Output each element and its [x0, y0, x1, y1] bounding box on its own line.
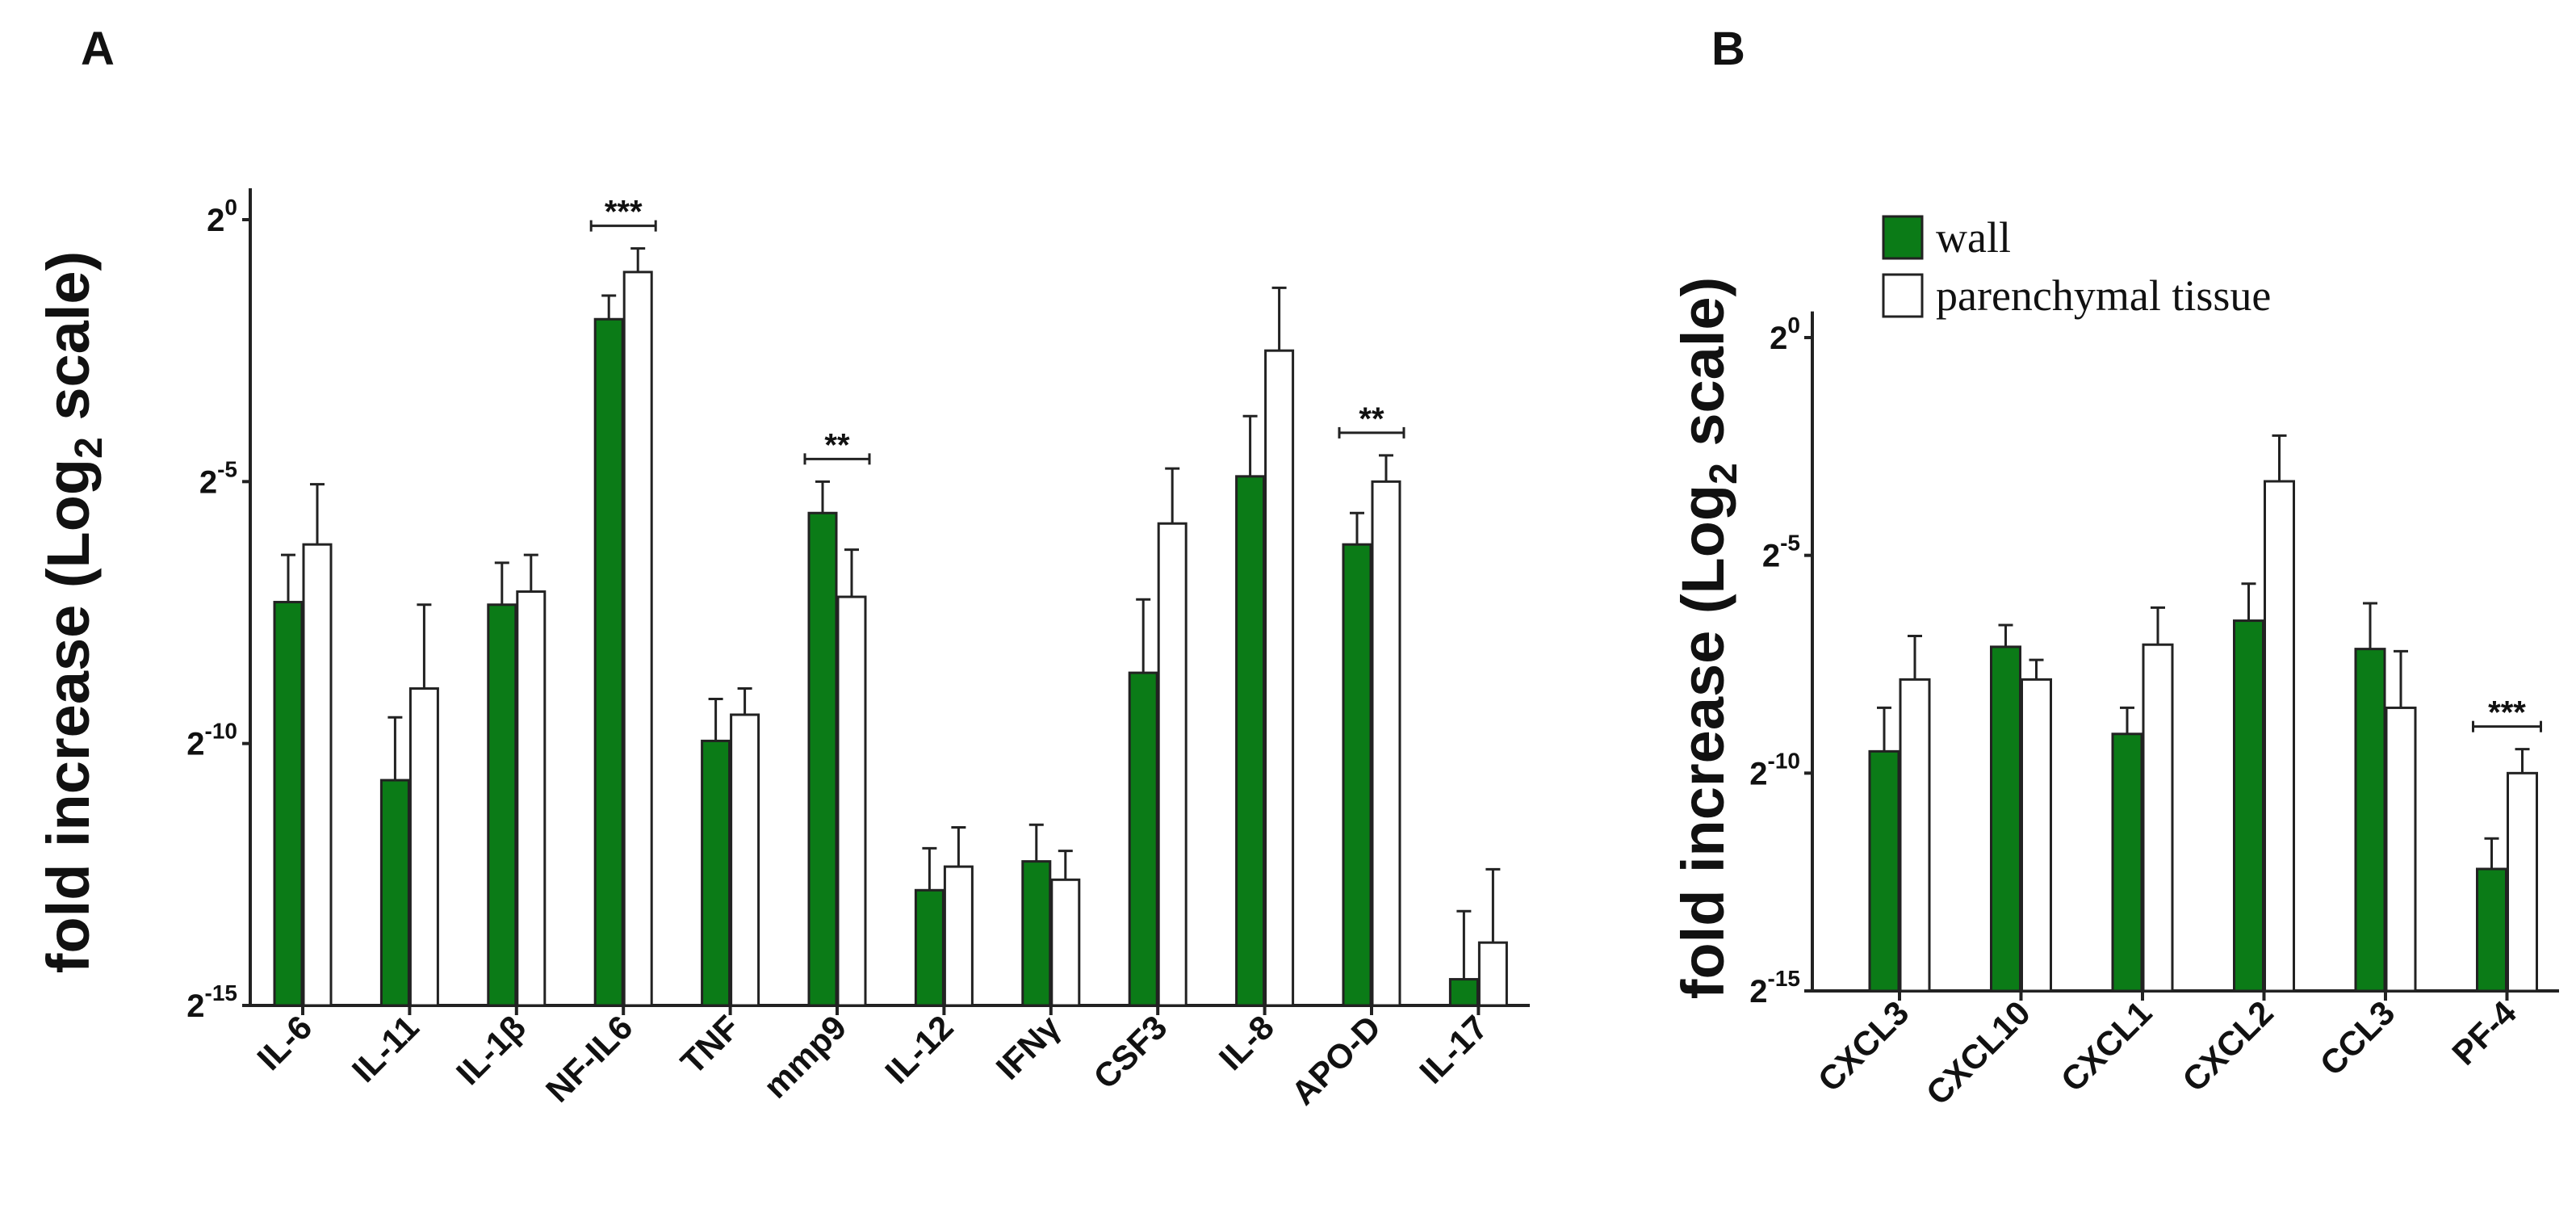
bar-wall [2354, 648, 2386, 993]
legend-swatch-wall [1882, 215, 1924, 260]
significance-label: ** [824, 427, 850, 463]
bar-parenchymal [1371, 480, 1401, 1007]
y-tick-label: 2-5 [199, 456, 237, 500]
significance-label: *** [605, 195, 643, 230]
panel-label-a: A [81, 23, 115, 75]
bar-parenchymal [622, 271, 653, 1007]
bar-wall [273, 601, 304, 1007]
legend-label-parenchymal: parenchymal tissue [1936, 271, 2271, 320]
x-tick-label: PF-4 [2444, 993, 2524, 1072]
x-tick-label: CCL3 [2313, 993, 2402, 1083]
x-tick-label: CXCL10 [1919, 993, 2038, 1112]
panel-label-b: B [1711, 23, 1745, 75]
y-tick-label: 2-10 [186, 719, 237, 762]
x-tick-label: IL-1β [449, 1008, 533, 1092]
bar-wall [593, 317, 624, 1007]
bar-parenchymal [1899, 678, 1931, 993]
bar-wall [487, 603, 517, 1007]
x-tick-label: NF-IL6 [538, 1008, 640, 1110]
x-tick-label: IL-8 [1212, 1008, 1281, 1077]
bar-wall [914, 888, 945, 1007]
bar-wall [1342, 543, 1372, 1007]
x-tick-label: APO-D [1284, 1008, 1388, 1112]
bar-parenchymal [1157, 522, 1187, 1007]
bar-wall [379, 779, 410, 1007]
x-tick-label: IL-17 [1412, 1008, 1495, 1091]
x-tick-label: IL-6 [249, 1008, 319, 1077]
y-tick-label: 2-5 [1762, 531, 1800, 574]
bar-parenchymal [302, 543, 333, 1007]
bar-wall [2233, 619, 2264, 993]
y-tick-label: 2-15 [1749, 966, 1800, 1009]
bar-parenchymal [2507, 771, 2538, 993]
bar-parenchymal [1050, 878, 1081, 1007]
bar-wall [2476, 867, 2507, 993]
bar-wall [1235, 475, 1266, 1007]
bar-parenchymal [836, 595, 867, 1007]
bar-parenchymal [1264, 349, 1295, 1007]
x-tick-label: CSF3 [1086, 1008, 1174, 1096]
y-tick-label: 2-15 [186, 980, 237, 1024]
panel-b-chart: fold increase (Log2 scale) 20 2-5 2-10 2-15 C… [1669, 277, 2559, 1112]
bar-parenchymal [2385, 706, 2417, 993]
bar-parenchymal [408, 687, 439, 1007]
x-tick-label: IL-11 [345, 1008, 426, 1089]
bar-parenchymal [2142, 643, 2174, 993]
significance-label: *** [2488, 695, 2526, 731]
y-axis-label: fold increase (Log2 scale) [1669, 277, 1745, 999]
x-tick-label: CXCL3 [1811, 993, 1916, 1099]
bar-wall [1021, 860, 1052, 1007]
bar-parenchymal [2264, 480, 2295, 993]
bar-wall [1868, 749, 1900, 993]
significance-label: ** [1359, 401, 1384, 437]
bar-parenchymal [943, 865, 974, 1007]
bar-wall [701, 739, 731, 1007]
bar-wall [807, 511, 838, 1007]
panel-a-chart: fold increase (Log2 scale) 20 2-5 2-10 2-15 I… [35, 188, 1530, 1112]
y-tick-label: 2-10 [1749, 748, 1800, 791]
x-tick-label: CXCL1 [2054, 993, 2159, 1099]
bar-parenchymal [1477, 941, 1508, 1007]
x-tick-label: IFNγ [989, 1008, 1068, 1087]
x-tick-label: CXCL2 [2175, 993, 2281, 1099]
bar-wall [1448, 978, 1479, 1007]
y-tick-label: 20 [207, 195, 237, 238]
bar-wall [1128, 671, 1158, 1007]
bar-wall [2111, 732, 2143, 993]
y-tick-label: 20 [1770, 313, 1800, 356]
bar-wall [1990, 645, 2021, 993]
bar-parenchymal [2021, 678, 2052, 993]
bar-parenchymal [730, 713, 760, 1007]
x-tick-label: mmp9 [756, 1008, 854, 1106]
legend-swatch-parenchymal [1882, 273, 1924, 318]
bar-parenchymal [516, 590, 547, 1007]
legend-label-wall: wall [1936, 213, 2011, 262]
x-tick-label: TNF [673, 1008, 747, 1081]
y-axis-label: fold increase (Log2 scale) [35, 251, 111, 973]
legend: wall parenchymal tissue [1882, 213, 2271, 320]
x-tick-label: IL-12 [878, 1008, 961, 1091]
